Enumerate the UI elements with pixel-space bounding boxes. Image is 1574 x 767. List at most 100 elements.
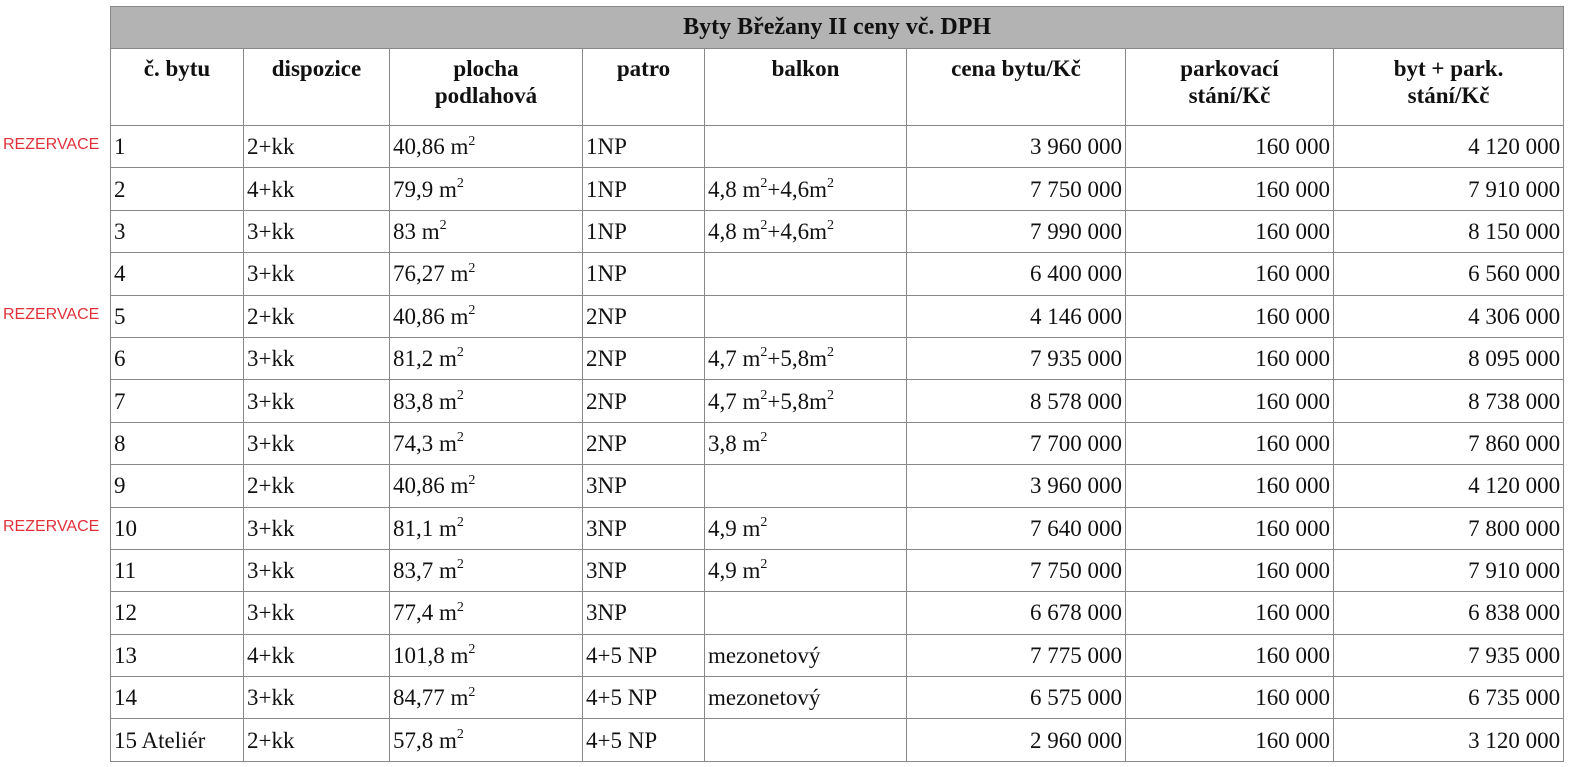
cell-layout: 3+kk	[243, 421, 390, 466]
cell-parking-price: 160 000	[1125, 633, 1334, 678]
cell-total-price: 3 120 000	[1332, 718, 1565, 762]
cell-apartment-number: 6	[110, 336, 244, 381]
cell-total-price: 6 838 000	[1332, 591, 1565, 635]
cell-layout: 2+kk	[243, 718, 390, 762]
column-header-floor: patro	[582, 48, 705, 126]
cell-floor-area: 77,4 m2	[389, 591, 583, 635]
cell-apartment-price: 7 775 000	[906, 633, 1126, 678]
cell-balcony: 4,8 m2+4,6m2	[704, 167, 907, 211]
cell-floor-area: 83 m2	[389, 209, 583, 254]
column-header-parking-price: parkovací stání/Kč	[1125, 48, 1334, 126]
cell-floor-area: 40,86 m2	[389, 294, 583, 338]
cell-floor-area: 84,77 m2	[389, 676, 583, 720]
cell-layout: 3+kk	[243, 506, 390, 550]
cell-apartment-price: 7 935 000	[906, 336, 1126, 381]
cell-total-price: 8 150 000	[1332, 209, 1565, 254]
cell-apartment-number: 4	[110, 252, 244, 296]
cell-parking-price: 160 000	[1125, 167, 1334, 211]
cell-total-price: 7 910 000	[1332, 548, 1565, 593]
table-row: 10 3+kk 81,1 m2 3NP 4,9 m2 7 640 000 160 000 7 …	[110, 506, 1565, 550]
cell-floor: 2NP	[582, 421, 705, 466]
cell-total-price: 8 095 000	[1332, 336, 1565, 381]
cell-total-price: 4 120 000	[1332, 464, 1565, 508]
cell-balcony: 3,8 m2	[704, 421, 907, 466]
column-header-apartment-price: cena bytu/Kč	[906, 48, 1126, 126]
cell-layout: 3+kk	[243, 209, 390, 254]
cell-balcony	[704, 464, 907, 508]
cell-floor-area: 79,9 m2	[389, 167, 583, 211]
cell-apartment-number: 9	[110, 464, 244, 508]
column-header-layout: dispozice	[243, 48, 390, 126]
cell-floor-area: 40,86 m2	[389, 464, 583, 508]
table-row: 14 3+kk 84,77 m2 4+5 NP mezonetový 6 575 000 1…	[110, 676, 1565, 720]
cell-parking-price: 160 000	[1125, 548, 1334, 593]
table-row: 7 3+kk 83,8 m2 2NP 4,7 m2+5,8m2 8 578 000 160 …	[110, 379, 1565, 423]
cell-total-price: 4 306 000	[1332, 294, 1565, 338]
cell-parking-price: 160 000	[1125, 506, 1334, 550]
cell-floor: 1NP	[582, 167, 705, 211]
cell-layout: 4+kk	[243, 167, 390, 211]
cell-parking-price: 160 000	[1125, 252, 1334, 296]
cell-floor-area: 81,1 m2	[389, 506, 583, 550]
cell-total-price: 7 910 000	[1332, 167, 1565, 211]
cell-floor-area: 101,8 m2	[389, 633, 583, 678]
cell-balcony	[704, 252, 907, 296]
price-table: Byty Břežany II ceny vč. DPH č. bytu disp…	[109, 6, 1565, 762]
cell-parking-price: 160 000	[1125, 676, 1334, 720]
cell-apartment-price: 6 400 000	[906, 252, 1126, 296]
cell-total-price: 6 735 000	[1332, 676, 1565, 720]
cell-apartment-price: 7 750 000	[906, 548, 1126, 593]
cell-balcony: 4,9 m2	[704, 548, 907, 593]
cell-apartment-price: 2 960 000	[906, 718, 1126, 762]
cell-floor: 3NP	[582, 591, 705, 635]
table-row: 9 2+kk 40,86 m2 3NP 3 960 000 160 000 4 120 00…	[110, 464, 1565, 508]
reservation-label: REZERVACE	[3, 136, 100, 153]
cell-apartment-number: 10	[110, 506, 244, 550]
cell-apartment-price: 7 640 000	[906, 506, 1126, 550]
reservation-label: REZERVACE	[3, 518, 100, 535]
table-row: 13 4+kk 101,8 m2 4+5 NP mezonetový 7 775 000 1…	[110, 633, 1565, 678]
cell-apartment-price: 6 678 000	[906, 591, 1126, 635]
cell-apartment-number: 2	[110, 167, 244, 211]
cell-total-price: 6 560 000	[1332, 252, 1565, 296]
cell-apartment-number: 1	[110, 124, 244, 169]
cell-apartment-number: 13	[110, 633, 244, 678]
cell-parking-price: 160 000	[1125, 336, 1334, 381]
cell-balcony: mezonetový	[704, 633, 907, 678]
cell-apartment-number: 3	[110, 209, 244, 254]
cell-apartment-number: 7	[110, 379, 244, 423]
cell-floor: 2NP	[582, 294, 705, 338]
cell-floor-area: 74,3 m2	[389, 421, 583, 466]
cell-floor-area: 57,8 m2	[389, 718, 583, 762]
cell-layout: 3+kk	[243, 336, 390, 381]
cell-floor: 4+5 NP	[582, 633, 705, 678]
cell-balcony	[704, 718, 907, 762]
column-header-floor-area: plocha podlahová	[389, 48, 583, 126]
cell-layout: 3+kk	[243, 676, 390, 720]
table-row: 12 3+kk 77,4 m2 3NP 6 678 000 160 000 6 838 00…	[110, 591, 1565, 635]
cell-total-price: 8 738 000	[1332, 379, 1565, 423]
cell-floor: 3NP	[582, 506, 705, 550]
cell-apartment-number: 14	[110, 676, 244, 720]
table-row: 6 3+kk 81,2 m2 2NP 4,7 m2+5,8m2 7 935 000 160 …	[110, 336, 1565, 381]
cell-total-price: 7 860 000	[1332, 421, 1565, 466]
cell-apartment-price: 4 146 000	[906, 294, 1126, 338]
cell-layout: 2+kk	[243, 294, 390, 338]
cell-balcony: 4,8 m2+4,6m2	[704, 209, 907, 254]
table-title: Byty Břežany II ceny vč. DPH	[109, 6, 1565, 49]
cell-layout: 4+kk	[243, 633, 390, 678]
cell-apartment-number: 11	[110, 548, 244, 593]
cell-layout: 2+kk	[243, 464, 390, 508]
cell-apartment-number: 8	[110, 421, 244, 466]
cell-floor-area: 81,2 m2	[389, 336, 583, 381]
reservation-label: REZERVACE	[3, 306, 100, 323]
cell-total-price: 4 120 000	[1332, 124, 1565, 169]
cell-balcony: mezonetový	[704, 676, 907, 720]
cell-apartment-price: 3 960 000	[906, 464, 1126, 508]
table-row: 15 Ateliér 2+kk 57,8 m2 4+5 NP 2 960 000 160 …	[110, 718, 1565, 762]
cell-balcony	[704, 591, 907, 635]
cell-parking-price: 160 000	[1125, 591, 1334, 635]
cell-apartment-number: 15 Ateliér	[110, 718, 244, 762]
cell-parking-price: 160 000	[1125, 209, 1334, 254]
cell-layout: 2+kk	[243, 124, 390, 169]
